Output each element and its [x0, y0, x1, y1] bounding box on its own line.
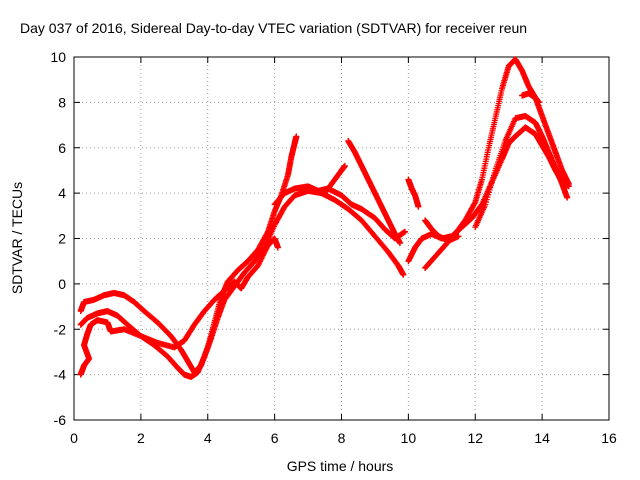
data-point [402, 228, 409, 235]
data-point [535, 99, 542, 106]
data-point [455, 233, 462, 240]
data-point [274, 244, 281, 251]
data-point [415, 203, 422, 210]
data-series [422, 217, 462, 244]
y-tick-label: -6 [54, 412, 67, 428]
y-tick-label: 2 [58, 231, 66, 247]
x-tick-label: 14 [534, 430, 550, 446]
data-series [405, 176, 422, 210]
data-point [397, 240, 404, 247]
data-point [564, 194, 571, 201]
data-series [77, 235, 281, 378]
data-series [271, 183, 409, 242]
x-tick-label: 0 [70, 430, 78, 446]
y-tick-label: -2 [54, 321, 67, 337]
y-tick-label: 8 [58, 94, 66, 110]
data-series [77, 187, 407, 380]
x-tick-label: 6 [271, 430, 279, 446]
data-point [471, 200, 478, 207]
x-tick-label: 4 [204, 430, 212, 446]
data-point [400, 271, 407, 278]
data-series [321, 162, 348, 197]
x-axis-label: GPS time / hours [287, 458, 394, 474]
data-series [472, 112, 571, 231]
data-series [422, 56, 572, 271]
y-tick-label: 4 [58, 185, 66, 201]
data-point [341, 162, 348, 169]
data-series [345, 137, 404, 247]
y-tick-label: 10 [50, 49, 66, 65]
chart-title: Day 037 of 2016, Sidereal Day-to-day VTE… [20, 20, 527, 36]
x-tick-label: 12 [467, 430, 483, 446]
data-point [293, 133, 300, 140]
y-axis-label: SDTVAR / TECUs [9, 182, 25, 294]
x-tick-label: 2 [137, 430, 145, 446]
y-tick-label: 0 [58, 276, 66, 292]
axis-ticks: 0 2 4 6 8 10 12 14 16 -6 -4 -2 0 2 4 6 8 10 [50, 49, 617, 446]
x-tick-label: 10 [401, 430, 417, 446]
y-tick-label: -4 [54, 367, 67, 383]
data-point [565, 181, 572, 188]
grid-lines [73, 56, 610, 421]
data-marks [77, 56, 572, 380]
x-tick-label: 8 [338, 430, 346, 446]
data-series [519, 90, 542, 106]
y-tick-label: 6 [58, 140, 66, 156]
x-tick-label: 16 [601, 430, 617, 446]
